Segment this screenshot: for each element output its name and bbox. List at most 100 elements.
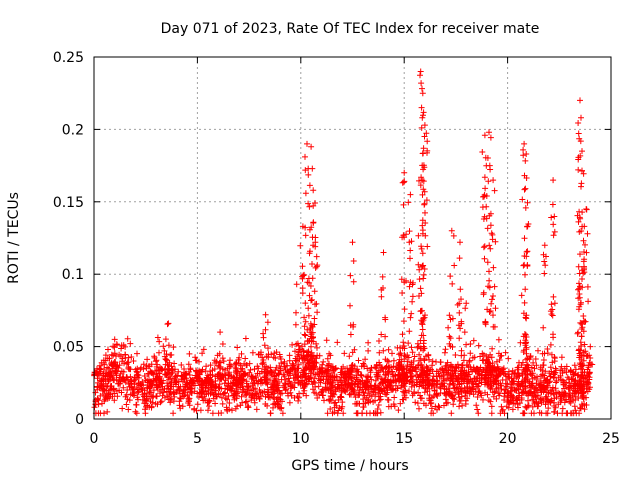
data-point (309, 275, 316, 282)
data-point (114, 393, 121, 400)
data-point (264, 402, 271, 409)
data-point (402, 387, 409, 394)
data-point (229, 407, 235, 414)
data-point (421, 133, 428, 140)
data-point (420, 178, 427, 185)
data-point (185, 361, 192, 368)
data-point (474, 365, 481, 372)
data-point (486, 129, 492, 136)
data-point (470, 391, 477, 398)
data-point (481, 255, 488, 262)
data-point (513, 374, 520, 381)
data-point (172, 373, 179, 380)
data-point (362, 356, 369, 363)
data-point (323, 337, 330, 344)
data-point (387, 383, 394, 389)
data-point (522, 286, 529, 293)
data-point (509, 406, 516, 413)
data-point (541, 270, 548, 277)
data-point (314, 395, 321, 401)
data-point (512, 387, 519, 394)
data-point (408, 359, 415, 366)
data-point (421, 357, 428, 364)
data-point (392, 372, 399, 379)
data-point (575, 130, 582, 137)
data-point (125, 354, 132, 361)
data-point (540, 357, 547, 363)
data-point (501, 390, 508, 397)
data-point (577, 319, 584, 326)
data-point (355, 357, 362, 364)
data-point (151, 354, 158, 361)
data-point (486, 242, 493, 249)
data-point (248, 387, 255, 394)
data-point (538, 389, 545, 396)
data-point (558, 354, 565, 361)
data-point (461, 384, 468, 391)
data-point (561, 381, 568, 388)
data-point (440, 375, 447, 382)
data-point (452, 352, 459, 358)
data-point (510, 378, 517, 384)
data-point (587, 355, 594, 361)
data-point (412, 399, 419, 406)
data-point (225, 393, 232, 399)
data-point (369, 386, 375, 393)
data-point (277, 367, 284, 374)
data-point (253, 377, 260, 384)
data-point (209, 410, 216, 417)
data-point (334, 339, 341, 346)
data-point (176, 402, 183, 409)
data-point (567, 394, 574, 401)
data-point (456, 403, 463, 410)
data-point (557, 393, 564, 400)
data-point (579, 148, 585, 155)
data-point (419, 230, 426, 237)
data-point (100, 357, 107, 364)
data-point (122, 393, 129, 400)
data-point (171, 360, 178, 367)
data-point (418, 243, 425, 250)
data-point (351, 363, 358, 370)
data-point (551, 300, 558, 307)
data-point (290, 362, 297, 368)
data-point (497, 382, 504, 389)
data-point (537, 396, 544, 403)
data-point (163, 356, 170, 363)
data-point (460, 357, 467, 364)
data-point (548, 311, 555, 318)
data-point (244, 362, 250, 369)
data-point (475, 410, 482, 417)
data-point (520, 310, 527, 317)
data-point (379, 273, 386, 280)
data-point (138, 364, 145, 371)
data-point (409, 367, 416, 374)
data-point (423, 197, 430, 204)
data-point (485, 178, 492, 185)
data-point (147, 378, 154, 385)
data-point (419, 262, 426, 269)
data-point (220, 358, 227, 365)
data-point (580, 237, 587, 244)
data-point (152, 400, 159, 407)
data-point (167, 352, 174, 359)
data-point (307, 283, 314, 289)
data-point (471, 354, 478, 361)
data-point (224, 396, 231, 403)
data-point (406, 239, 413, 246)
data-point (341, 350, 348, 357)
y-tick-label: 0 (75, 412, 84, 428)
data-point (209, 372, 216, 379)
data-point (337, 393, 344, 400)
data-point (164, 380, 171, 387)
data-point (447, 335, 454, 342)
data-point (267, 410, 274, 417)
data-point (457, 239, 463, 246)
data-point (350, 323, 357, 330)
data-point (374, 369, 381, 376)
data-point (485, 381, 492, 388)
data-point (585, 371, 592, 377)
data-point (459, 402, 466, 409)
data-point (487, 386, 494, 392)
